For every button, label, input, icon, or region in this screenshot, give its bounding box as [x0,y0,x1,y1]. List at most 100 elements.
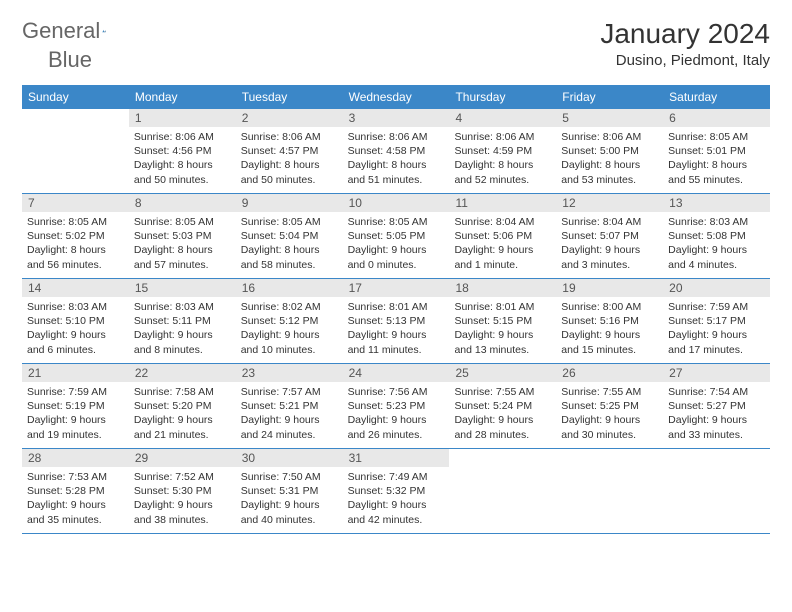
day-cell: 26Sunrise: 7:55 AMSunset: 5:25 PMDayligh… [556,364,663,448]
daylight-line2: and 6 minutes. [27,343,124,357]
brand-word1: General [22,18,100,44]
daylight-line1: Daylight: 9 hours [27,328,124,342]
daylight-line2: and 52 minutes. [454,173,551,187]
day-body: Sunrise: 8:01 AMSunset: 5:15 PMDaylight:… [449,297,556,362]
day-number: 7 [22,194,129,212]
daylight-line1: Daylight: 9 hours [27,413,124,427]
sunrise-text: Sunrise: 7:55 AM [561,385,658,399]
daylight-line1: Daylight: 9 hours [348,498,445,512]
day-cell: . [449,449,556,533]
dayhead-wed: Wednesday [343,85,450,109]
day-cell: 18Sunrise: 8:01 AMSunset: 5:15 PMDayligh… [449,279,556,363]
day-body: Sunrise: 7:55 AMSunset: 5:24 PMDaylight:… [449,382,556,447]
day-number: 15 [129,279,236,297]
day-cell: 17Sunrise: 8:01 AMSunset: 5:13 PMDayligh… [343,279,450,363]
sunset-text: Sunset: 5:28 PM [27,484,124,498]
day-body: Sunrise: 8:05 AMSunset: 5:02 PMDaylight:… [22,212,129,277]
location-text: Dusino, Piedmont, Italy [600,52,770,69]
daylight-line2: and 50 minutes. [241,173,338,187]
sunrise-text: Sunrise: 7:59 AM [668,300,765,314]
sunrise-text: Sunrise: 8:03 AM [668,215,765,229]
calendar: Sunday Monday Tuesday Wednesday Thursday… [22,85,770,534]
sunset-text: Sunset: 5:17 PM [668,314,765,328]
dayhead-tue: Tuesday [236,85,343,109]
day-number: 9 [236,194,343,212]
sunset-text: Sunset: 5:24 PM [454,399,551,413]
daylight-line2: and 55 minutes. [668,173,765,187]
day-cell: 2Sunrise: 8:06 AMSunset: 4:57 PMDaylight… [236,109,343,193]
day-cell: 15Sunrise: 8:03 AMSunset: 5:11 PMDayligh… [129,279,236,363]
sunrise-text: Sunrise: 8:06 AM [348,130,445,144]
day-number: 30 [236,449,343,467]
day-body: Sunrise: 7:59 AMSunset: 5:19 PMDaylight:… [22,382,129,447]
day-number: 20 [663,279,770,297]
day-cell: 30Sunrise: 7:50 AMSunset: 5:31 PMDayligh… [236,449,343,533]
sunset-text: Sunset: 5:04 PM [241,229,338,243]
sunset-text: Sunset: 5:30 PM [134,484,231,498]
sunset-text: Sunset: 5:12 PM [241,314,338,328]
day-body: Sunrise: 7:52 AMSunset: 5:30 PMDaylight:… [129,467,236,532]
daylight-line2: and 3 minutes. [561,258,658,272]
day-number: 12 [556,194,663,212]
sunset-text: Sunset: 5:08 PM [668,229,765,243]
daylight-line1: Daylight: 8 hours [241,243,338,257]
daylight-line1: Daylight: 8 hours [27,243,124,257]
sunrise-text: Sunrise: 7:53 AM [27,470,124,484]
sunset-text: Sunset: 5:07 PM [561,229,658,243]
sunrise-text: Sunrise: 8:05 AM [134,215,231,229]
daylight-line2: and 1 minute. [454,258,551,272]
brand-logo: General [22,18,126,44]
daylight-line2: and 4 minutes. [668,258,765,272]
day-number: 6 [663,109,770,127]
sunrise-text: Sunrise: 8:00 AM [561,300,658,314]
sunrise-text: Sunrise: 8:06 AM [454,130,551,144]
sunset-text: Sunset: 5:06 PM [454,229,551,243]
day-cell: 9Sunrise: 8:05 AMSunset: 5:04 PMDaylight… [236,194,343,278]
daylight-line1: Daylight: 9 hours [668,328,765,342]
day-body: Sunrise: 7:54 AMSunset: 5:27 PMDaylight:… [663,382,770,447]
day-cell: 16Sunrise: 8:02 AMSunset: 5:12 PMDayligh… [236,279,343,363]
day-body: Sunrise: 8:01 AMSunset: 5:13 PMDaylight:… [343,297,450,362]
day-cell: 4Sunrise: 8:06 AMSunset: 4:59 PMDaylight… [449,109,556,193]
day-body: Sunrise: 7:55 AMSunset: 5:25 PMDaylight:… [556,382,663,447]
day-cell: 3Sunrise: 8:06 AMSunset: 4:58 PMDaylight… [343,109,450,193]
day-cell: 27Sunrise: 7:54 AMSunset: 5:27 PMDayligh… [663,364,770,448]
daylight-line1: Daylight: 9 hours [348,243,445,257]
day-number: 18 [449,279,556,297]
day-body: Sunrise: 8:05 AMSunset: 5:04 PMDaylight:… [236,212,343,277]
sunrise-text: Sunrise: 8:03 AM [27,300,124,314]
day-number: 3 [343,109,450,127]
day-body: Sunrise: 8:03 AMSunset: 5:08 PMDaylight:… [663,212,770,277]
daylight-line1: Daylight: 9 hours [454,328,551,342]
day-cell: 21Sunrise: 7:59 AMSunset: 5:19 PMDayligh… [22,364,129,448]
sunset-text: Sunset: 5:31 PM [241,484,338,498]
sunrise-text: Sunrise: 7:55 AM [454,385,551,399]
sunrise-text: Sunrise: 8:06 AM [134,130,231,144]
daylight-line2: and 33 minutes. [668,428,765,442]
daylight-line1: Daylight: 9 hours [241,498,338,512]
daylight-line1: Daylight: 8 hours [134,243,231,257]
sunrise-text: Sunrise: 8:04 AM [561,215,658,229]
day-number: 4 [449,109,556,127]
day-cell: 1Sunrise: 8:06 AMSunset: 4:56 PMDaylight… [129,109,236,193]
day-cell: 10Sunrise: 8:05 AMSunset: 5:05 PMDayligh… [343,194,450,278]
sunrise-text: Sunrise: 7:58 AM [134,385,231,399]
day-number: 29 [129,449,236,467]
day-body: Sunrise: 8:06 AMSunset: 4:59 PMDaylight:… [449,127,556,192]
daylight-line1: Daylight: 9 hours [454,243,551,257]
week-row: . 1Sunrise: 8:06 AMSunset: 4:56 PMDaylig… [22,109,770,194]
daylight-line1: Daylight: 9 hours [348,413,445,427]
day-cell: 11Sunrise: 8:04 AMSunset: 5:06 PMDayligh… [449,194,556,278]
sunrise-text: Sunrise: 7:56 AM [348,385,445,399]
day-body: Sunrise: 8:03 AMSunset: 5:11 PMDaylight:… [129,297,236,362]
day-cell: 5Sunrise: 8:06 AMSunset: 5:00 PMDaylight… [556,109,663,193]
day-cell: 29Sunrise: 7:52 AMSunset: 5:30 PMDayligh… [129,449,236,533]
sunset-text: Sunset: 5:16 PM [561,314,658,328]
daylight-line2: and 53 minutes. [561,173,658,187]
day-cell: 14Sunrise: 8:03 AMSunset: 5:10 PMDayligh… [22,279,129,363]
day-number: 14 [22,279,129,297]
daylight-line2: and 26 minutes. [348,428,445,442]
day-cell: 19Sunrise: 8:00 AMSunset: 5:16 PMDayligh… [556,279,663,363]
sunset-text: Sunset: 5:20 PM [134,399,231,413]
sunset-text: Sunset: 5:01 PM [668,144,765,158]
